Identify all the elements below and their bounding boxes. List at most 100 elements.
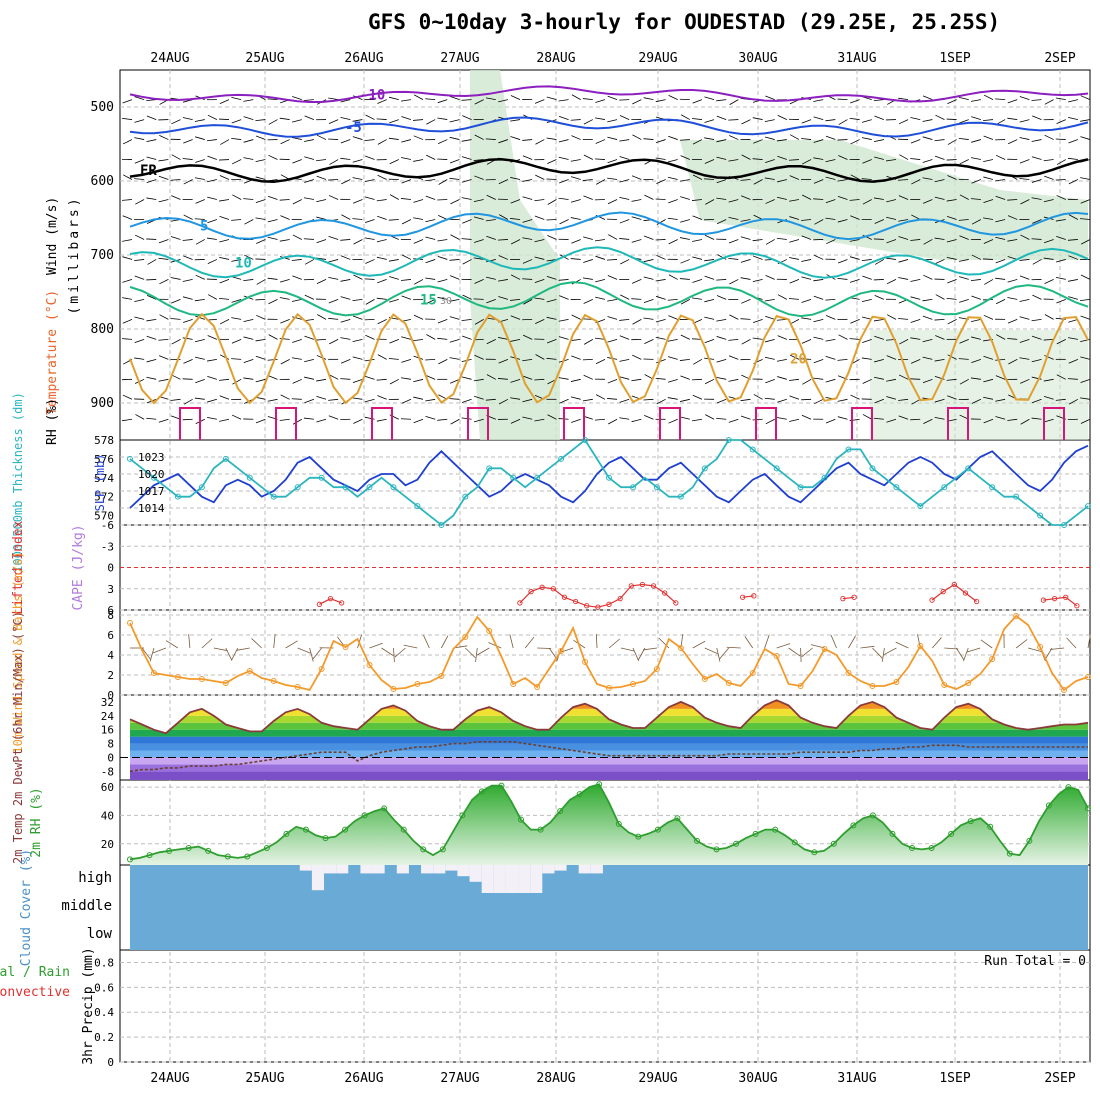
wind-barb xyxy=(886,355,897,360)
wind-barb xyxy=(183,358,193,364)
wind-barb xyxy=(232,194,242,200)
wind-barb xyxy=(158,378,169,382)
wind-barb xyxy=(704,299,715,303)
wind-barb xyxy=(304,376,314,380)
wind-barb xyxy=(861,178,872,180)
wind-barb xyxy=(680,334,690,340)
wind-barb xyxy=(777,114,788,120)
wind-barb xyxy=(704,137,715,140)
wind-barb xyxy=(753,394,763,400)
wind-barb xyxy=(1043,257,1054,260)
wind-barb xyxy=(462,219,472,224)
wind-barb xyxy=(583,195,593,200)
wind-barb xyxy=(291,299,302,302)
wind-barb xyxy=(535,174,545,180)
wind-tick: 8 xyxy=(107,609,114,622)
wind-barb xyxy=(170,415,181,420)
wind-barb xyxy=(158,257,169,260)
wind-barb xyxy=(1031,335,1042,340)
wind-barb xyxy=(316,378,327,382)
wind-barb xyxy=(559,179,569,184)
wind-barb xyxy=(643,97,654,100)
wind-barb xyxy=(194,299,205,302)
wind-barb xyxy=(970,99,981,102)
wind-barb xyxy=(498,337,509,340)
wind-barb xyxy=(1032,294,1042,300)
wind-barb xyxy=(268,334,278,340)
wind-barb xyxy=(449,275,460,280)
wind-barb xyxy=(534,378,545,381)
wind-barb xyxy=(340,139,351,144)
wind-barb-10m xyxy=(297,647,311,654)
wind-barb xyxy=(716,418,727,420)
wind-barb xyxy=(849,239,860,242)
wind-barb xyxy=(995,416,1006,420)
wind-barb xyxy=(1032,259,1042,265)
wind-barb xyxy=(231,338,242,344)
rh-line-marker xyxy=(557,808,564,815)
wind-barb xyxy=(740,398,751,402)
wind-barb xyxy=(243,358,254,363)
wind-barb xyxy=(594,337,605,340)
wind-barb xyxy=(523,299,533,305)
wind-barb xyxy=(801,276,812,280)
temp-band xyxy=(130,736,1088,744)
wind-barb xyxy=(401,336,412,340)
rh-line-marker xyxy=(596,781,603,788)
wind-barb xyxy=(570,396,581,400)
wind-barb xyxy=(122,174,133,180)
wind-barb xyxy=(813,179,824,184)
wind-barb xyxy=(729,314,739,320)
wind-barb xyxy=(316,395,327,400)
wind-barb xyxy=(825,418,836,424)
wind-barb xyxy=(280,358,290,365)
wind-barb xyxy=(1080,378,1091,383)
wind-barb xyxy=(947,319,957,325)
wind-barb xyxy=(122,239,133,242)
wind-barb xyxy=(946,216,957,220)
wind-barb xyxy=(219,418,230,422)
wind-barb xyxy=(740,219,751,222)
rh-line-marker xyxy=(1065,784,1072,791)
wind-barb xyxy=(219,319,230,325)
wind-barb xyxy=(170,179,181,181)
wind-barb xyxy=(934,318,945,321)
wind-barb xyxy=(632,134,642,140)
wind-barb xyxy=(873,139,884,143)
wind-barb xyxy=(716,139,727,143)
wind-barb xyxy=(522,139,533,141)
wind-barb xyxy=(534,199,545,202)
thickness-line-marker xyxy=(869,465,876,472)
wind-barb xyxy=(546,357,557,360)
temp-band xyxy=(130,764,1088,772)
wind-barb xyxy=(547,159,557,164)
wind-barb xyxy=(959,338,969,344)
wind-barb xyxy=(958,219,969,221)
wind-barb xyxy=(740,415,751,420)
wind-barb xyxy=(632,99,642,105)
wind-barb xyxy=(668,418,678,424)
wind-barb xyxy=(1067,157,1078,160)
rh-line-marker xyxy=(322,835,329,842)
wind-barb xyxy=(1031,417,1042,420)
li-marker xyxy=(327,596,334,602)
wind-barb xyxy=(728,199,739,203)
wind-barb xyxy=(790,134,800,140)
wind-barb xyxy=(279,199,290,201)
wind-barb xyxy=(801,119,812,124)
wind-barb xyxy=(1044,175,1054,180)
wind-barb xyxy=(777,155,787,160)
wind-barb xyxy=(425,98,436,100)
wind-barb-10m xyxy=(608,638,620,649)
pressure-tick: 900 xyxy=(91,396,114,411)
wind-barb xyxy=(704,178,715,180)
wind-barb xyxy=(971,295,981,300)
isotherm-5 xyxy=(129,211,1089,241)
ylabel-thickness: 1000-500mb Thickness (dm) xyxy=(11,392,25,573)
wind-barb xyxy=(619,335,630,340)
wind-barb xyxy=(655,99,666,103)
li-marker xyxy=(617,596,623,602)
wind-barb xyxy=(388,137,399,140)
wind-barb xyxy=(473,298,484,300)
wind-barb xyxy=(946,256,957,260)
